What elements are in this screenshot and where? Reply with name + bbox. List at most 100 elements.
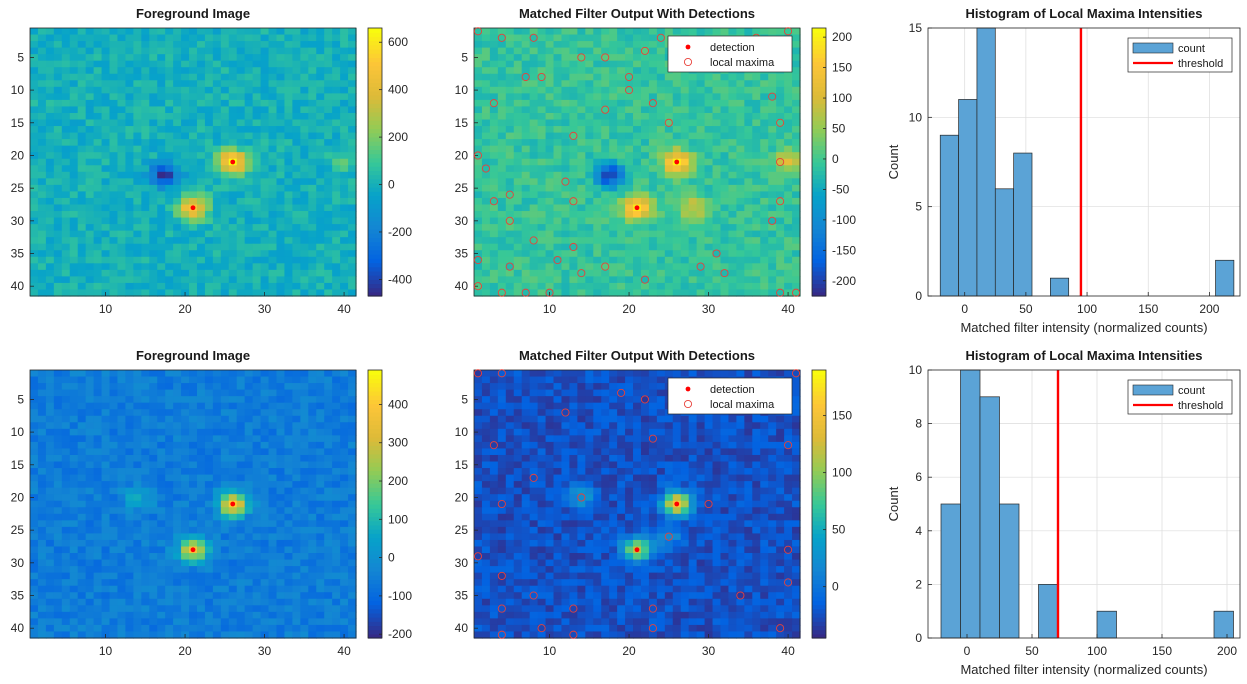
heatmap-cell bbox=[165, 383, 174, 391]
heatmap-cell bbox=[529, 197, 539, 206]
heatmap-cell bbox=[728, 145, 737, 153]
heatmap-cell bbox=[656, 237, 666, 245]
heatmap-cell bbox=[720, 165, 730, 173]
heatmap-cell bbox=[497, 204, 507, 212]
heatmap-cell bbox=[728, 197, 737, 206]
heatmap-cell bbox=[768, 99, 777, 108]
colorbar-swatch bbox=[368, 212, 382, 218]
heatmap-cell bbox=[228, 41, 238, 49]
heatmap-cell bbox=[529, 28, 539, 36]
heatmap-cell bbox=[529, 41, 539, 49]
heatmap-cell bbox=[276, 54, 286, 62]
heatmap-cell bbox=[617, 60, 626, 68]
heatmap-cell bbox=[125, 165, 134, 173]
heatmap-cell bbox=[260, 526, 270, 535]
heatmap-cell bbox=[165, 184, 174, 193]
heatmap-cell bbox=[69, 263, 79, 271]
x-tick-label: 40 bbox=[337, 302, 351, 316]
heatmap-cell bbox=[157, 448, 166, 456]
heatmap-cell bbox=[37, 152, 47, 160]
heatmap-cell bbox=[324, 191, 333, 199]
heatmap-cell bbox=[30, 197, 39, 206]
heatmap-cell bbox=[521, 112, 531, 121]
heatmap-cell bbox=[268, 54, 278, 62]
heatmap-cell bbox=[85, 171, 95, 179]
heatmap-cell bbox=[37, 165, 47, 173]
heatmap-cell bbox=[696, 158, 706, 166]
heatmap-cell bbox=[553, 126, 563, 134]
heatmap-cell bbox=[236, 112, 246, 121]
heatmap-cell bbox=[61, 474, 71, 482]
heatmap-cell bbox=[316, 152, 325, 160]
heatmap-cell bbox=[545, 191, 555, 199]
heatmap-cell bbox=[45, 402, 55, 410]
colorbar-swatch bbox=[368, 262, 382, 268]
heatmap-cell bbox=[260, 513, 270, 521]
heatmap-cell bbox=[133, 41, 142, 49]
heatmap-cell bbox=[165, 441, 174, 450]
heatmap-cell bbox=[189, 396, 198, 404]
heatmap-cell bbox=[30, 422, 39, 430]
heatmap-cell bbox=[77, 520, 87, 528]
local-maximum-marker bbox=[505, 262, 514, 271]
heatmap-cell bbox=[672, 250, 682, 258]
heatmap-cell bbox=[252, 224, 262, 232]
heatmap-cell bbox=[792, 34, 801, 42]
colorbar-swatch bbox=[368, 174, 382, 180]
heatmap-cell bbox=[324, 454, 333, 463]
heatmap-cell bbox=[537, 145, 547, 153]
heatmap-cell bbox=[212, 396, 222, 404]
heatmap-cell bbox=[236, 572, 246, 580]
heatmap-cell bbox=[577, 230, 586, 238]
heatmap-cell bbox=[633, 86, 642, 94]
heatmap-cell bbox=[85, 507, 95, 515]
heatmap-cell bbox=[30, 468, 39, 476]
heatmap-cell bbox=[141, 184, 150, 193]
heatmap-cell bbox=[569, 263, 578, 271]
heatmap-cell bbox=[648, 263, 658, 271]
heatmap-cell bbox=[30, 269, 39, 277]
heatmap-cell bbox=[37, 47, 47, 55]
heatmap-cell bbox=[85, 152, 95, 160]
heatmap-cell bbox=[505, 119, 515, 127]
heatmap-cell bbox=[704, 139, 714, 147]
heatmap-cell bbox=[688, 158, 698, 166]
heatmap-cell bbox=[776, 165, 785, 173]
heatmap-cell bbox=[633, 54, 642, 62]
heatmap-cell bbox=[260, 158, 270, 166]
heatmap-cell bbox=[308, 126, 317, 134]
heatmap-cell bbox=[640, 86, 650, 94]
heatmap-cell bbox=[537, 67, 547, 75]
heatmap-cell bbox=[220, 112, 230, 121]
heatmap-cell bbox=[117, 112, 127, 121]
heatmap-cell bbox=[292, 204, 301, 212]
heatmap-cell bbox=[61, 289, 71, 297]
heatmap-cell bbox=[189, 572, 198, 580]
heatmap-cell bbox=[513, 119, 523, 127]
heatmap-cell bbox=[720, 112, 730, 121]
heatmap-cell bbox=[481, 73, 491, 81]
y-tick-label: 5 bbox=[915, 200, 922, 214]
heatmap-cell bbox=[252, 559, 262, 567]
heatmap-cell bbox=[348, 572, 357, 580]
heatmap-cell bbox=[141, 263, 150, 271]
heatmap-cell bbox=[340, 250, 349, 258]
heatmap-cell bbox=[212, 572, 222, 580]
heatmap-cell bbox=[53, 474, 63, 482]
heatmap-cell bbox=[640, 73, 650, 81]
heatmap-cell bbox=[268, 500, 278, 508]
heatmap-cell bbox=[489, 158, 499, 166]
heatmap-cell bbox=[252, 269, 262, 277]
heatmap-cell bbox=[617, 67, 626, 75]
heatmap-cell bbox=[61, 152, 71, 160]
heatmap-cell bbox=[474, 230, 483, 238]
heatmap-cell bbox=[332, 132, 341, 140]
heatmap-cell bbox=[776, 204, 785, 212]
heatmap-cell bbox=[680, 263, 690, 271]
heatmap-cell bbox=[69, 454, 79, 463]
heatmap-cell bbox=[720, 191, 730, 199]
local-maximum-marker bbox=[776, 118, 785, 127]
heatmap-cell bbox=[268, 415, 278, 423]
heatmap-cell bbox=[648, 112, 658, 121]
heatmap-cell bbox=[236, 197, 246, 206]
